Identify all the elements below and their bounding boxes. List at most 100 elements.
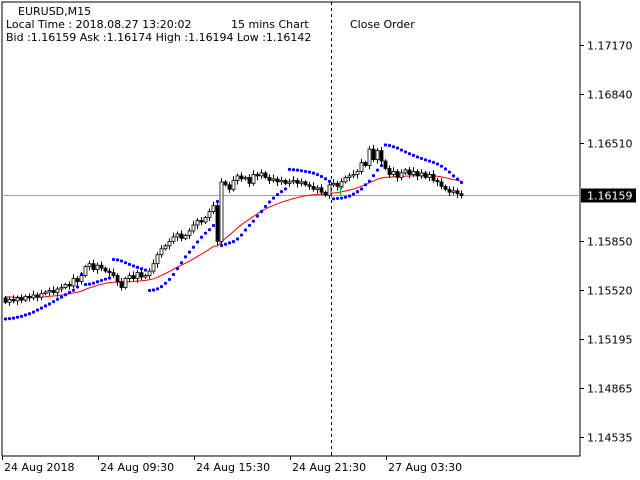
sar-dot [427,159,432,163]
candle-bear [387,168,392,175]
x-tick-label: 24 Aug 2018 [4,461,74,474]
candle-bear [115,275,120,282]
candle-bull [31,294,36,299]
sar-dot [195,240,200,244]
sar-dot [175,267,180,271]
candle-bull [55,288,60,294]
candle-bull [359,162,364,172]
candle-bull [315,187,320,190]
sar-dot [363,183,368,187]
symbol-label: EURUSD,M15 [18,5,92,18]
sar-dot [23,313,28,317]
sar-dot [415,155,420,159]
candle-bear [91,263,96,271]
candle-bear [223,181,228,186]
candle-bear [283,179,288,184]
sar-dot [135,265,140,270]
sar-dot [147,288,152,293]
sar-dot [379,163,384,168]
sar-dot [11,316,16,320]
candle-bull [331,182,336,186]
sar-dot [315,173,320,177]
candle-bear [263,172,268,178]
candle-bear [27,296,32,299]
sar-dot [287,167,292,171]
sar-dot [411,153,416,157]
sar-dot [391,145,396,149]
y-tick-label: 1.15195 [587,334,633,347]
sar-dot [7,316,12,321]
candle-bull [243,177,248,180]
candle-bull [219,181,224,242]
candle-bull [391,171,396,175]
sar-dot [323,177,328,181]
y-tick-label: 1.16510 [587,138,633,151]
candle-bull [171,236,176,242]
candle-bull [127,275,132,279]
candle-bull [123,278,128,288]
candle-bear [423,172,428,178]
close-order-button[interactable]: Close Order [350,18,415,31]
sar-dot [123,261,128,265]
candle-bear [111,272,116,276]
candle-bull [191,224,196,232]
sar-dot [155,287,160,291]
sar-dot [103,277,108,281]
candle-bear [275,178,280,183]
candle-bull [135,272,140,279]
candle-bear [447,188,452,193]
candle-bear [19,297,24,301]
candle-bear [267,177,272,181]
sar-dot [271,196,276,200]
candle-bear [379,150,384,162]
sar-dot [211,223,216,228]
candle-bear [335,182,340,187]
sar-dot [227,241,232,245]
sar-dot [107,276,112,280]
trade-marker: T [336,185,344,198]
sar-dot [87,282,92,286]
candle-bear [75,278,80,282]
candle-bull [355,171,360,175]
sar-dot [255,214,260,218]
sar-dot [139,267,144,271]
sar-dot [387,143,392,148]
sar-dot [235,237,240,241]
candle-bull [343,177,348,183]
sar-dot [371,173,376,178]
plot-border [1,1,581,457]
candle-bear [131,275,136,279]
candle-bull [15,297,20,302]
candle-bull [163,245,168,250]
y-tick-label: 1.14865 [587,383,633,396]
candle-bear [107,270,112,274]
candle-bull [95,264,100,271]
sar-dot [219,243,224,248]
sar-dot [367,179,372,183]
candle-bull [403,169,408,174]
candle-bear [99,264,104,269]
sar-dot [291,168,296,172]
sar-dot [351,192,356,196]
local-time-label: Local Time : 2018.08.27 13:20:02 [6,18,192,31]
sar-dot [347,194,352,198]
sar-dot [247,223,252,228]
sar-dot [395,146,400,150]
sar-dot [71,288,76,292]
candle-bear [255,174,260,177]
sar-dot [375,168,380,172]
candle-bull [375,150,380,160]
y-tick-label: 1.15520 [587,285,633,298]
candle-bear [295,179,300,184]
sar-dot [111,257,116,262]
sar-dot [355,190,360,194]
sar-dot [279,189,284,194]
candle-bear [103,267,108,272]
candle-bull [419,172,424,177]
timeframe-label: 15 mins Chart [231,18,309,31]
candle-bull [155,254,160,265]
candle-bull [7,298,12,303]
candle-bull [347,175,352,178]
